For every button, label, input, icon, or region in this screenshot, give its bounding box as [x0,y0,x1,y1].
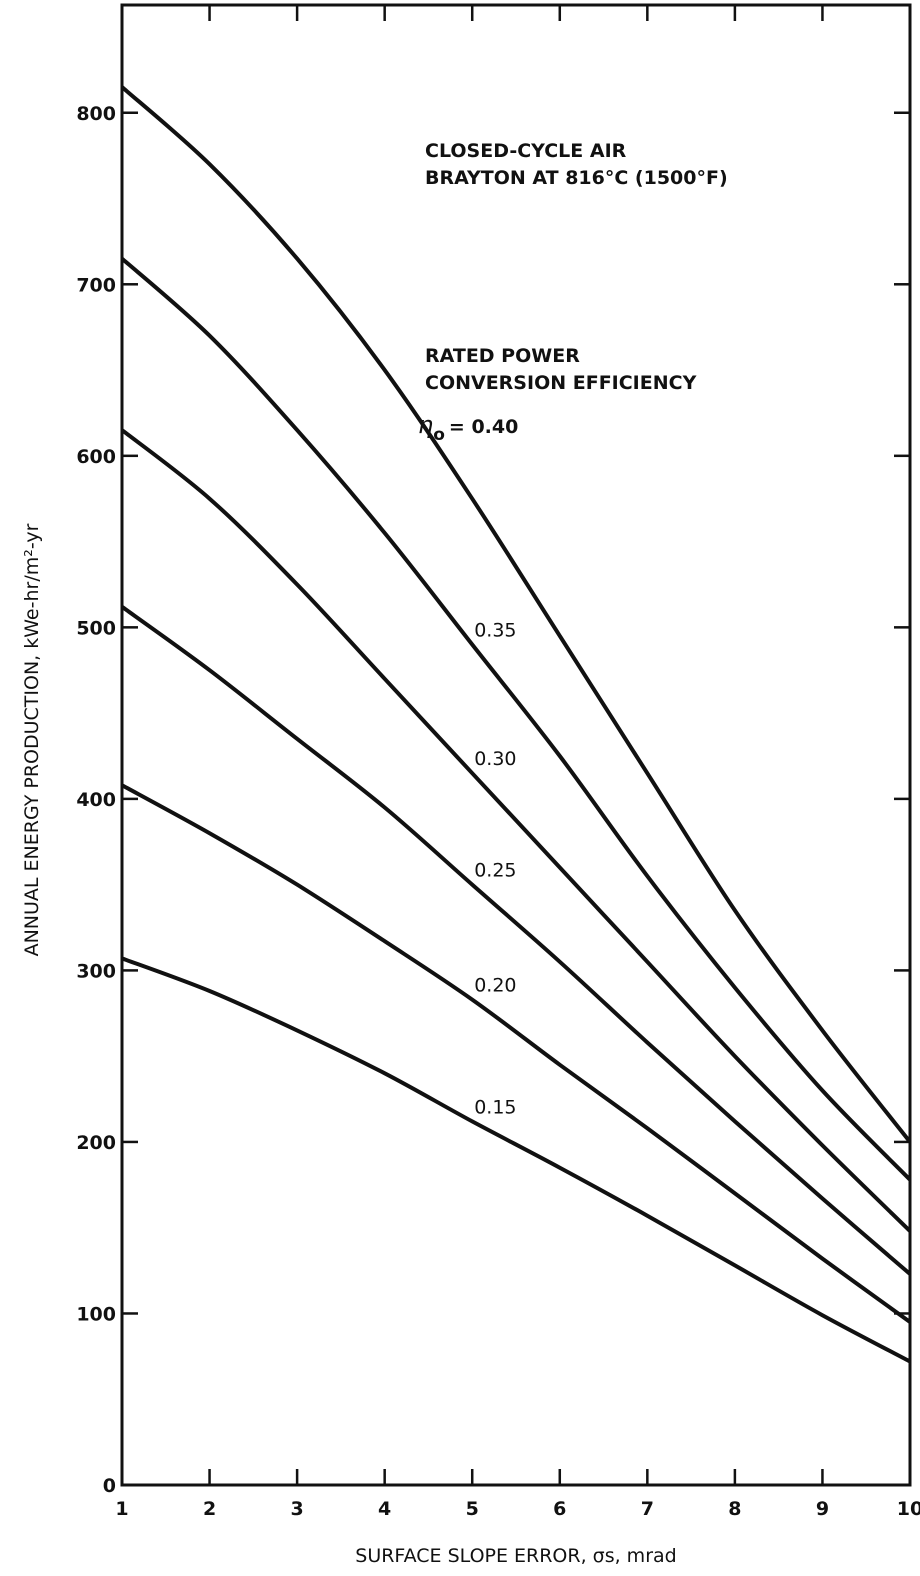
annotation-rated-line2: CONVERSION EFFICIENCY [425,372,697,394]
eta-value: = 0.40 [449,416,518,438]
eta-symbol: η [418,411,433,439]
y-tick-label: 0 [103,1475,116,1497]
y-tick-label: 200 [76,1132,116,1154]
x-tick-label: 4 [378,1498,391,1520]
y-tick-label: 500 [76,617,116,639]
curve-labels: 0.35 0.30 0.25 0.20 0.15 [474,620,516,1119]
y-axis-title: ANNUAL ENERGY PRODUCTION, kWe-hr/m²-yr [21,523,43,956]
curve-label: 0.20 [474,975,516,997]
annotation-cycle-line1: CLOSED-CYCLE AIR [425,140,627,162]
y-tick-label: 700 [76,274,116,296]
x-tick-label: 1 [115,1498,128,1520]
curve-line [120,605,912,1276]
curve-line [121,783,912,1324]
annotation-cycle-line2: BRAYTON AT 816°C (1500°F) [425,167,728,189]
plot-frame [120,3,912,1487]
curve-label: 0.15 [474,1096,516,1118]
y-tick-label: 600 [76,446,116,468]
x-tick-label: 7 [641,1498,654,1520]
y-tick-label: 400 [76,789,116,811]
curve-line [120,85,912,1144]
curves [120,85,912,1364]
curve-line [120,257,912,1182]
x-tick-label: 5 [466,1498,479,1520]
x-axis-title: SURFACE SLOPE ERROR, σs, mrad [355,1545,676,1567]
x-tick-label: 9 [816,1498,829,1520]
x-tick-label: 10 [897,1498,920,1520]
x-tick-label: 6 [553,1498,566,1520]
y-tick-label: 800 [76,103,116,125]
plot-frame-group [120,3,912,1487]
ticks [120,5,912,1487]
x-tick-label: 3 [290,1498,303,1520]
y-tick-label: 100 [76,1303,116,1325]
curve-label: 0.30 [474,748,516,770]
curve-label: 0.35 [474,620,516,642]
eta-subscript: o [433,425,445,445]
annotation-rated-line1: RATED POWER [425,345,580,367]
curve-line [121,956,911,1364]
x-tick-label: 2 [203,1498,216,1520]
annotation-eta: ηo = 0.40 [418,411,518,445]
y-tick-label: 300 [76,960,116,982]
x-tick-label: 8 [728,1498,741,1520]
curve-line [120,428,912,1233]
curve-label: 0.25 [474,860,516,882]
